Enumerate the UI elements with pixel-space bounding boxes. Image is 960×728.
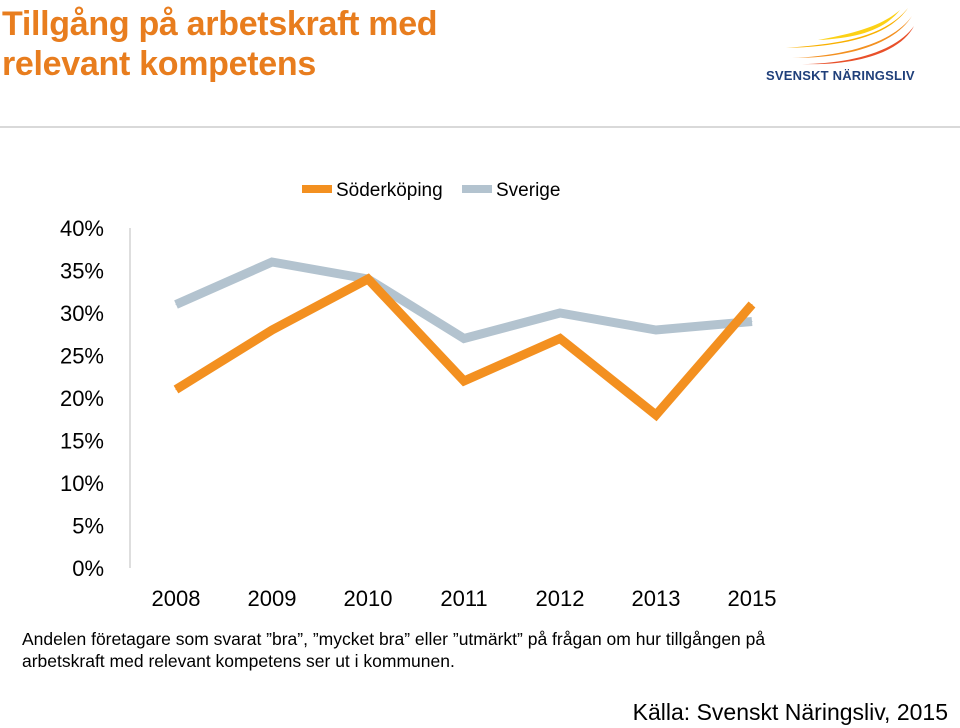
y-tick-label: 30% xyxy=(60,301,104,326)
x-tick-label: 2010 xyxy=(344,586,393,611)
title-line-1: Tillgång på arbetskraft med xyxy=(2,5,438,43)
page-title: Tillgång på arbetskraft med relevant kom… xyxy=(2,4,438,84)
legend-swatch xyxy=(302,185,332,193)
y-tick-label: 0% xyxy=(72,556,104,581)
data-point xyxy=(655,414,657,416)
logo-text: SVENSKT NÄRINGSLIV xyxy=(766,68,915,83)
caption-line-1: Andelen företagare som svarat ”bra”, ”my… xyxy=(22,629,766,649)
y-tick-label: 15% xyxy=(60,429,104,454)
y-axis: 0% 5% 10% 15% 20% 25% 30% 35% 40% xyxy=(60,216,131,581)
data-point xyxy=(271,261,273,263)
legend-swatch xyxy=(462,185,492,193)
y-tick-label: 5% xyxy=(72,514,104,539)
y-tick-label: 25% xyxy=(60,344,104,369)
data-point xyxy=(751,321,753,322)
series-line-sverige xyxy=(174,257,753,344)
chart-caption: Andelen företagare som svarat ”bra”, ”my… xyxy=(22,628,922,672)
data-point xyxy=(559,338,561,339)
data-point xyxy=(175,389,177,390)
data-point xyxy=(655,329,657,331)
data-point xyxy=(271,329,273,331)
x-tick-label: 2013 xyxy=(632,586,681,611)
data-point xyxy=(463,338,465,339)
x-tick-label: 2009 xyxy=(248,586,297,611)
source-note: Källa: Svenskt Näringsliv, 2015 xyxy=(632,699,948,725)
x-axis: 2008 2009 2010 2011 2012 2013 2015 xyxy=(152,586,777,611)
data-point xyxy=(367,278,369,280)
line-chart: Söderköping Sverige 0% 5% 10% 15% 20% 25% 30% 35… xyxy=(60,180,777,611)
y-tick-label: 35% xyxy=(60,259,104,284)
data-point xyxy=(463,380,465,382)
legend-label: Sverige xyxy=(496,180,560,201)
legend: Söderköping Sverige xyxy=(302,180,560,201)
data-point xyxy=(175,304,177,305)
flame-icon xyxy=(786,8,914,65)
x-tick-label: 2015 xyxy=(728,586,777,611)
data-point xyxy=(559,312,561,314)
legend-label: Söderköping xyxy=(336,180,443,201)
y-tick-label: 10% xyxy=(60,471,104,496)
y-tick-label: 40% xyxy=(60,216,104,241)
y-tick-label: 20% xyxy=(60,386,104,411)
header-divider xyxy=(0,126,960,128)
svenskt-naringsliv-logo: SVENSKT NÄRINGSLIV xyxy=(766,8,915,83)
plot-lines xyxy=(173,257,756,422)
data-point xyxy=(751,304,753,305)
series-line-soderkoping xyxy=(173,273,756,422)
title-line-2: relevant kompetens xyxy=(2,45,316,83)
x-tick-label: 2008 xyxy=(152,586,201,611)
x-tick-label: 2012 xyxy=(536,586,585,611)
x-tick-label: 2011 xyxy=(440,586,487,611)
caption-line-2: arbetskraft med relevant kompetens ser u… xyxy=(22,651,455,671)
